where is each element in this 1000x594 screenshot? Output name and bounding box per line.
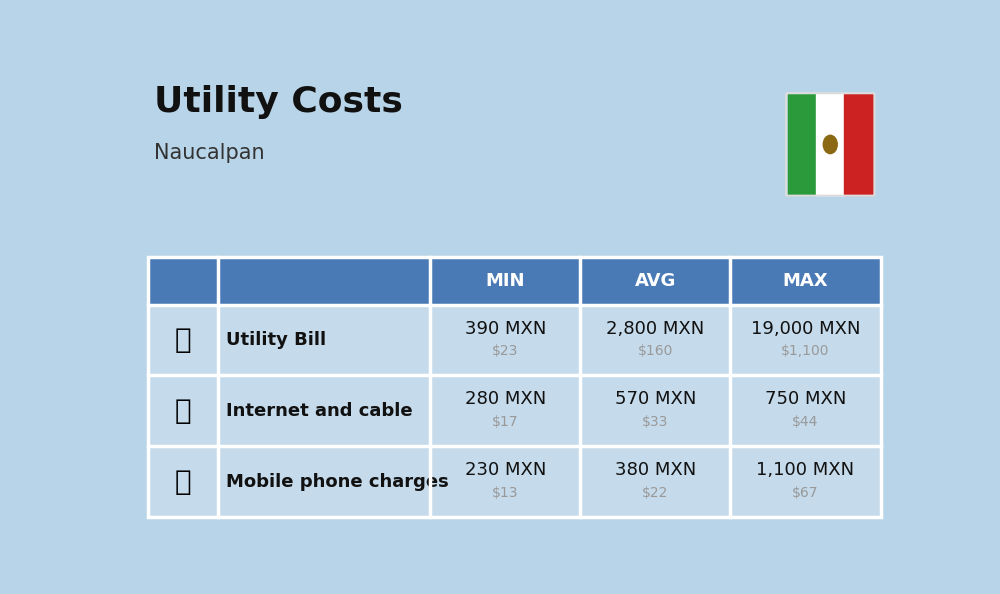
Text: 📱: 📱 (175, 468, 191, 496)
Text: $17: $17 (492, 415, 519, 429)
Text: $67: $67 (792, 486, 819, 500)
Text: 750 MXN: 750 MXN (765, 390, 846, 409)
Text: 19,000 MXN: 19,000 MXN (751, 320, 860, 337)
Text: Mobile phone charges: Mobile phone charges (226, 473, 448, 491)
Bar (730, 257, 881, 305)
Bar (788, 94, 816, 195)
Text: 280 MXN: 280 MXN (465, 390, 546, 409)
Bar (218, 305, 430, 375)
Text: 230 MXN: 230 MXN (465, 462, 546, 479)
Bar (148, 446, 218, 517)
Bar (580, 305, 730, 375)
Bar (816, 94, 844, 195)
Text: 1,100 MXN: 1,100 MXN (756, 462, 855, 479)
Bar (430, 305, 580, 375)
Bar (844, 94, 873, 195)
Bar (148, 257, 218, 305)
Text: MIN: MIN (486, 271, 525, 289)
Bar (148, 257, 881, 517)
Bar (580, 375, 730, 446)
Bar (580, 446, 730, 517)
Text: Utility Bill: Utility Bill (226, 331, 326, 349)
Text: $23: $23 (492, 345, 518, 358)
Text: $160: $160 (638, 345, 673, 358)
Bar (730, 375, 881, 446)
Text: Utility Costs: Utility Costs (154, 86, 403, 119)
Text: $44: $44 (792, 415, 819, 429)
Bar (218, 446, 430, 517)
Text: 390 MXN: 390 MXN (465, 320, 546, 337)
Text: 📡: 📡 (175, 397, 191, 425)
Bar (148, 305, 218, 375)
Text: 380 MXN: 380 MXN (615, 462, 696, 479)
Ellipse shape (823, 135, 837, 154)
Text: $13: $13 (492, 486, 519, 500)
Bar (730, 446, 881, 517)
Text: Naucalpan: Naucalpan (154, 143, 265, 163)
Text: Internet and cable: Internet and cable (226, 402, 412, 420)
Text: $22: $22 (642, 486, 669, 500)
Text: AVG: AVG (635, 271, 676, 289)
Bar (148, 375, 218, 446)
Bar (430, 257, 580, 305)
Bar (580, 257, 730, 305)
Bar (218, 257, 430, 305)
Text: 570 MXN: 570 MXN (615, 390, 696, 409)
Text: $33: $33 (642, 415, 669, 429)
Text: 2,800 MXN: 2,800 MXN (606, 320, 705, 337)
Text: 🔌: 🔌 (175, 326, 191, 354)
Text: MAX: MAX (783, 271, 828, 289)
Bar (430, 446, 580, 517)
Bar (730, 305, 881, 375)
Bar (430, 375, 580, 446)
Bar (218, 375, 430, 446)
Text: $1,100: $1,100 (781, 345, 830, 358)
